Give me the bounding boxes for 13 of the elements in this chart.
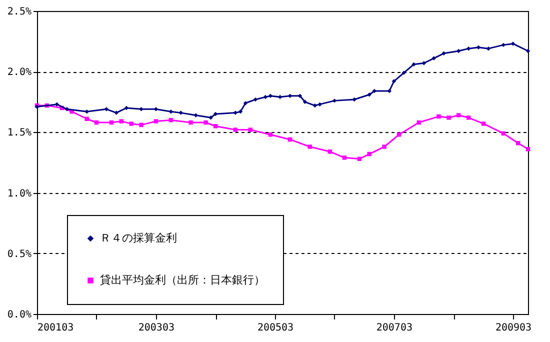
y-tick-label: 2.5% — [7, 6, 32, 18]
x-tick-label: 200503 — [257, 322, 294, 334]
x-tick-label: 200903 — [495, 322, 532, 334]
x-tick-label: 200303 — [138, 322, 174, 334]
x-tick-label: 200703 — [376, 322, 412, 334]
y-tick-label: 1.5% — [7, 128, 32, 139]
legend-label: 貸出平均金利（出所：日本銀行） — [100, 274, 265, 286]
x-tick-label: 200103 — [38, 322, 74, 334]
y-tick-label: 2.0% — [7, 67, 32, 78]
y-tick-label: 0.5% — [7, 248, 32, 260]
y-tick-label: 1.0% — [7, 188, 32, 200]
y-tick-label: 0.0% — [7, 310, 32, 320]
legend-label: Ｒ４の採算金利 — [100, 232, 177, 244]
